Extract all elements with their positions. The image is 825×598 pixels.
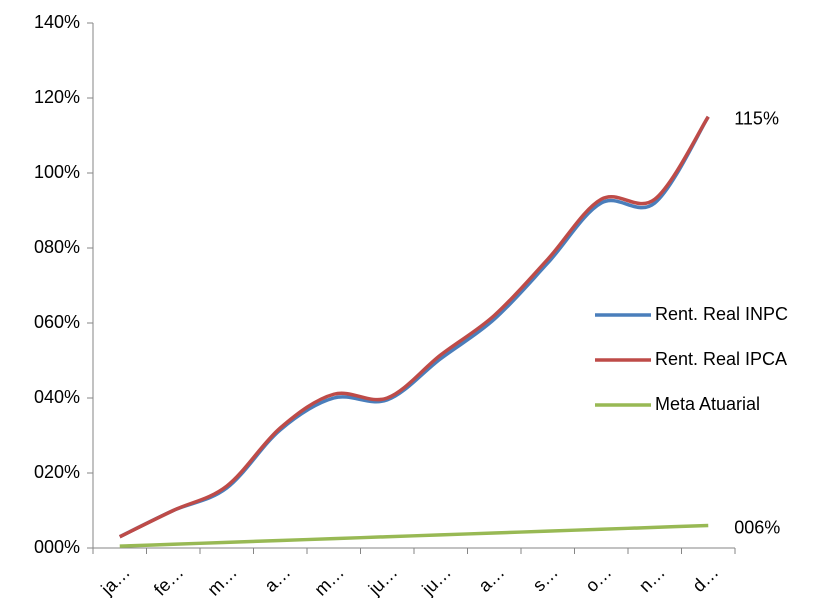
x-tick-label: ju… bbox=[417, 562, 454, 598]
y-tick-label: 060% bbox=[34, 312, 80, 332]
x-tick-label: n… bbox=[635, 562, 669, 596]
series-line bbox=[118, 115, 710, 539]
x-tick-label: a… bbox=[260, 562, 294, 596]
y-tick-label: 100% bbox=[34, 162, 80, 182]
legend-label: Meta Atuarial bbox=[655, 394, 760, 414]
x-tick-label: m… bbox=[310, 562, 347, 598]
y-tick-label: 140% bbox=[34, 12, 80, 32]
x-tick-label: o… bbox=[581, 562, 615, 596]
x-tick-label: ja… bbox=[96, 562, 133, 598]
y-tick-label: 020% bbox=[34, 462, 80, 482]
series-line bbox=[119, 523, 709, 548]
x-tick-label: d… bbox=[688, 562, 722, 596]
series-line bbox=[118, 115, 710, 539]
y-tick-label: 080% bbox=[34, 237, 80, 257]
y-tick-label: 000% bbox=[34, 537, 80, 557]
x-tick-label: ju… bbox=[364, 562, 401, 598]
y-tick-label: 120% bbox=[34, 87, 80, 107]
x-tick-label: m… bbox=[203, 562, 240, 598]
legend-label: Rent. Real IPCA bbox=[655, 349, 787, 369]
x-tick-label: s… bbox=[529, 562, 562, 595]
x-tick-label: a… bbox=[474, 562, 508, 596]
data-label: 115% bbox=[734, 109, 779, 129]
legend-label: Rent. Real INPC bbox=[655, 304, 788, 324]
x-tick-label: fe… bbox=[150, 562, 187, 598]
y-tick-label: 040% bbox=[34, 387, 80, 407]
data-label: 006% bbox=[734, 517, 780, 537]
